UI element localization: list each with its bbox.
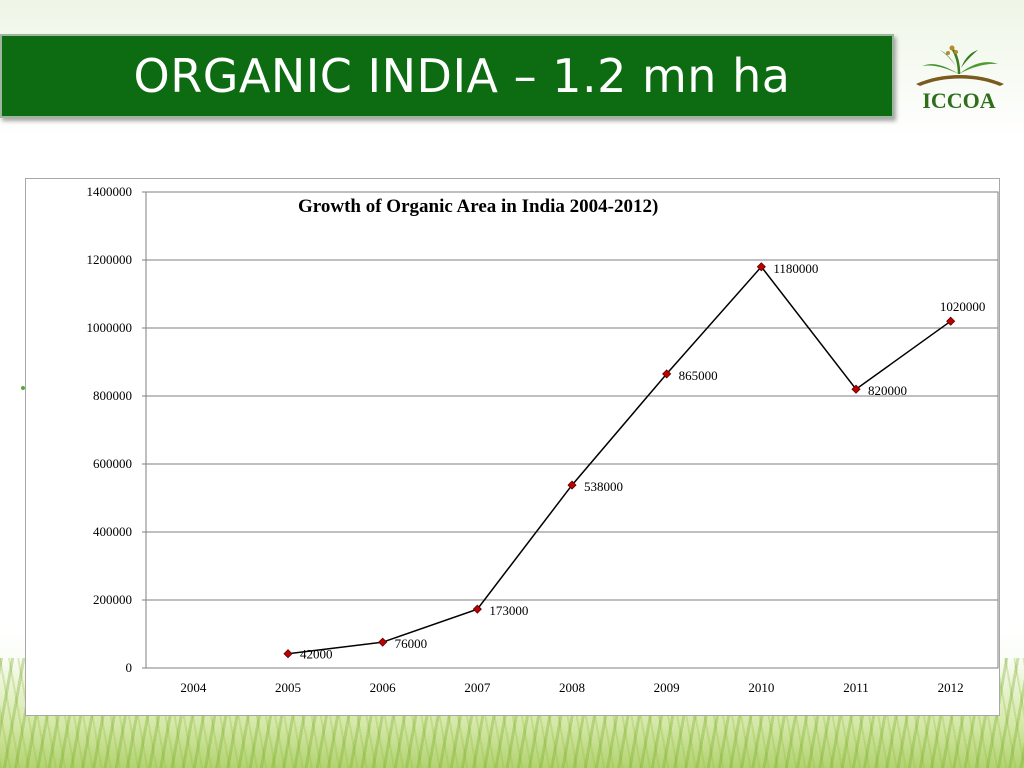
y-tick-label: 1200000: [87, 252, 133, 267]
data-label: 820000: [868, 383, 907, 398]
decorative-dot: [21, 386, 25, 390]
plot-area: [145, 191, 999, 669]
data-point-marker: [472, 604, 482, 614]
data-label: 538000: [584, 479, 623, 494]
x-tick-label: 2005: [275, 680, 301, 695]
data-point-marker: [756, 262, 766, 272]
x-tick-label: 2004: [180, 680, 207, 695]
data-point-marker: [662, 369, 672, 379]
chart-title: Growth of Organic Area in India 2004-201…: [298, 196, 658, 217]
x-tick-label: 2007: [464, 680, 491, 695]
title-banner: ORGANIC INDIA – 1.2 mn ha: [0, 34, 894, 118]
data-point-marker: [283, 649, 293, 659]
line-chart: 0 200000 400000 600000 800000 1000000 1200000 1…: [87, 184, 999, 695]
data-label: 865000: [679, 368, 718, 383]
data-label: 42000: [300, 647, 333, 662]
y-tick-label: 600000: [93, 456, 132, 471]
x-tick-label: 2006: [370, 680, 397, 695]
data-point-marker: [851, 384, 861, 394]
y-tick-label: 200000: [93, 592, 132, 607]
data-point-marker: [378, 637, 388, 647]
x-tick-label: 2010: [748, 680, 774, 695]
data-label: 1020000: [940, 299, 986, 314]
x-tick-label: 2008: [559, 680, 585, 695]
data-point-marker: [567, 480, 577, 490]
x-tick-label: 2012: [938, 680, 964, 695]
slide-title: ORGANIC INDIA – 1.2 mn ha: [133, 49, 791, 103]
y-tick-label: 0: [126, 660, 133, 675]
y-tick-label: 800000: [93, 388, 132, 403]
chart-panel: 0 200000 400000 600000 800000 1000000 1200000 1…: [25, 178, 1000, 716]
y-tick-label: 400000: [93, 524, 132, 539]
data-label: 173000: [489, 603, 528, 618]
data-label: 1180000: [773, 261, 818, 276]
x-tick-label: 2009: [654, 680, 680, 695]
iccoa-logo: ICCOA: [902, 40, 1016, 116]
data-label: 76000: [395, 636, 428, 651]
data-point-marker: [946, 316, 956, 326]
logo-text: ICCOA: [922, 88, 995, 113]
y-tick-label: 1000000: [87, 320, 133, 335]
x-tick-label: 2011: [843, 680, 869, 695]
series-line: [287, 265, 952, 655]
y-tick-label: 1400000: [87, 184, 133, 199]
